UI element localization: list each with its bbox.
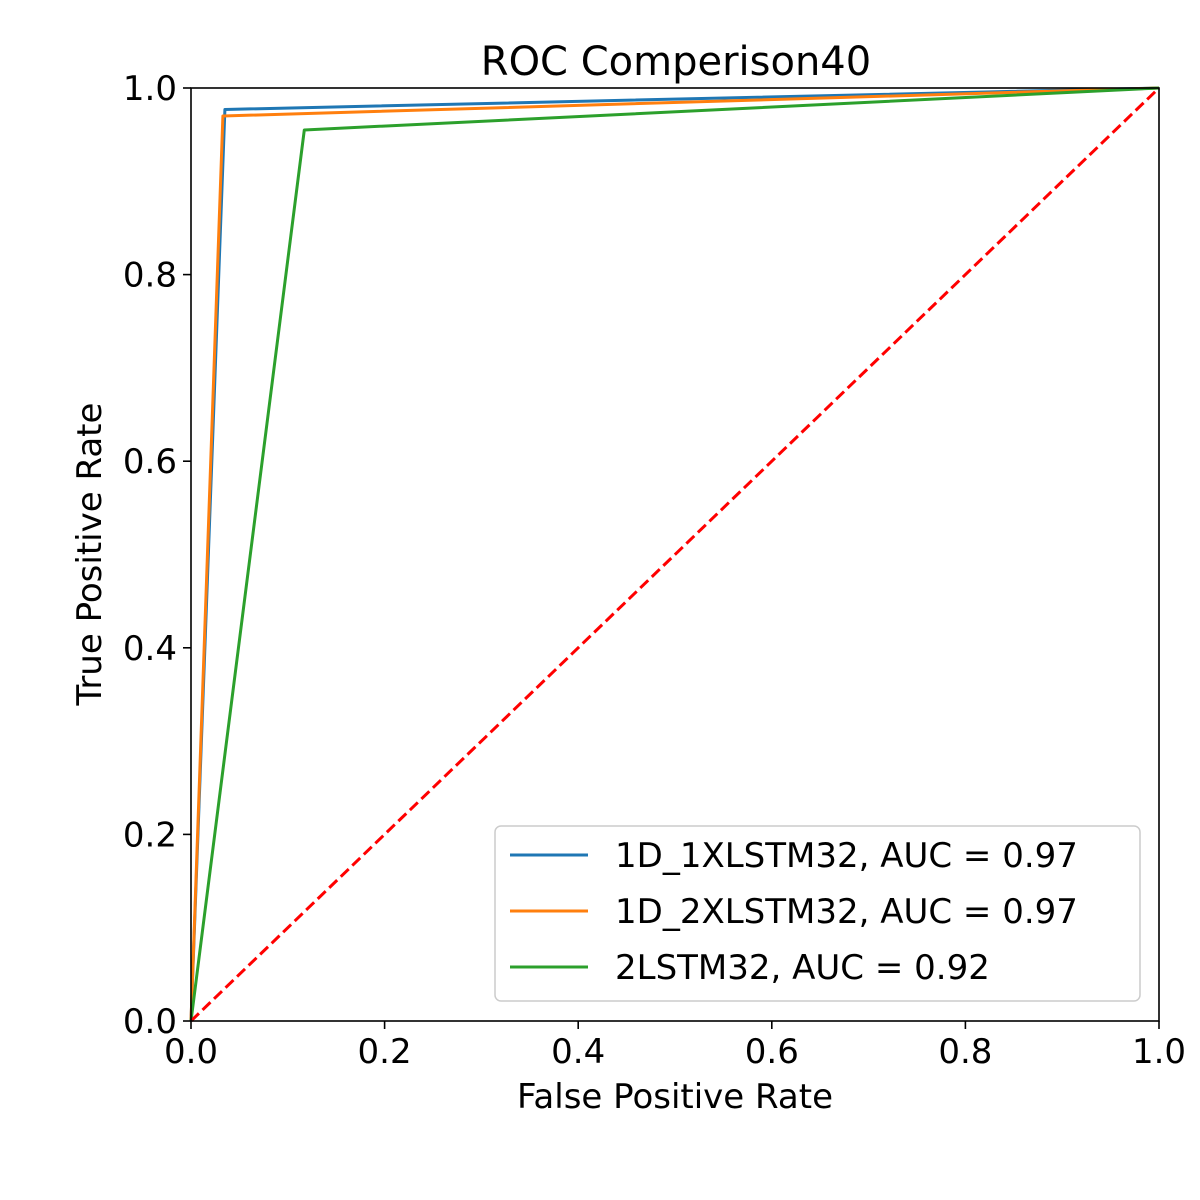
y-tick-label: 0.2 [123,815,177,855]
legend-items: 1D_1XLSTM32, AUC = 0.97 1D_2XLSTM32, AUC … [510,836,1078,988]
plot-frame [190,87,1160,1022]
diagonal-reference-line [189,86,1161,1023]
chart-title: ROC Comperison40 [481,39,871,85]
y-axis-ticks: 0.0 0.2 0.4 0.6 0.8 1.0 [123,69,191,1042]
x-tick-label: 1.0 [1132,1032,1186,1072]
legend-label-2: 1D_2XLSTM32, AUC = 0.97 [615,892,1078,932]
x-tick-label: 0.4 [551,1032,605,1072]
x-tick-label: 0.6 [745,1032,799,1072]
plot-lines [189,86,1161,1023]
x-axis-ticks: 0.0 0.2 0.4 0.6 0.8 1.0 [164,1021,1186,1072]
legend: 1D_1XLSTM32, AUC = 0.97 1D_2XLSTM32, AUC … [494,825,1141,1002]
x-axis-label: False Positive Rate [517,1077,833,1117]
y-tick-label: 1.0 [123,69,177,109]
x-tick-label: 0.0 [164,1032,218,1072]
y-tick-label: 0.8 [123,256,177,296]
x-tick-label: 0.2 [358,1032,412,1072]
x-tick-label: 0.8 [938,1032,992,1072]
y-tick-label: 0.4 [123,629,177,669]
legend-label-1: 1D_1XLSTM32, AUC = 0.97 [615,836,1078,876]
roc-series-line-3 [189,86,1160,1022]
legend-box [494,825,1141,1002]
y-tick-label: 0.6 [123,442,177,482]
legend-label-3: 2LSTM32, AUC = 0.92 [615,948,990,988]
roc-series-line-2 [189,86,1160,1022]
y-tick-label: 0.0 [123,1002,177,1042]
y-axis-label: True Positive Rate [70,403,110,707]
